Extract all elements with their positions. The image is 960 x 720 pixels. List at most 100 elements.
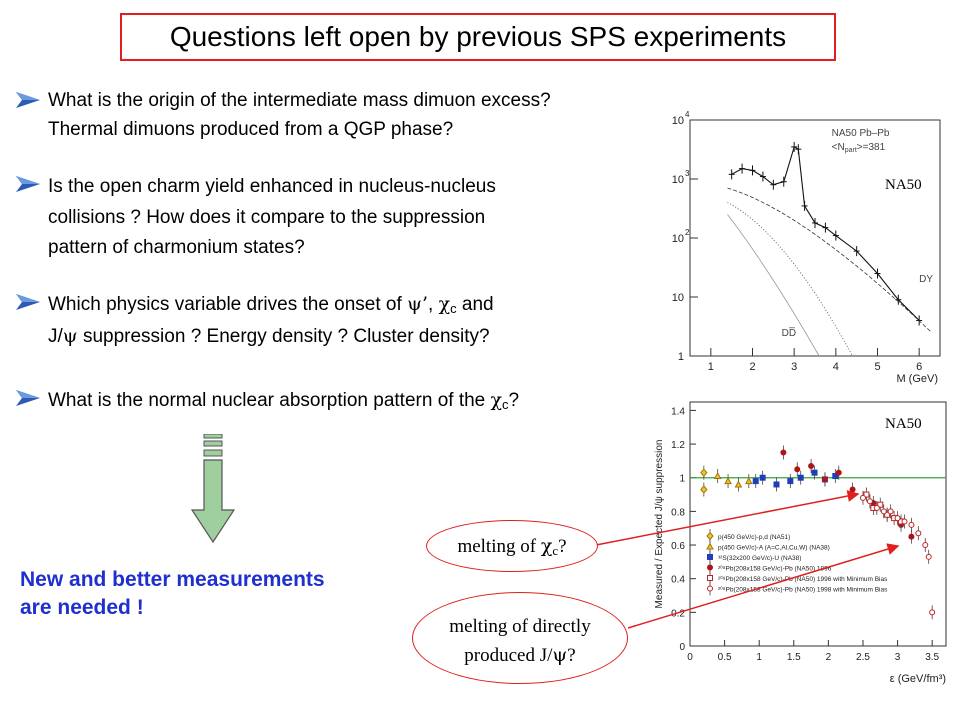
y-tick-label: 0.4 [671, 575, 685, 586]
jpsi-suppression-plot: 0 0.5 1 1.5 2 2.5 3 3.5 1.4 1.2 1 0.8 0.6 0.4 0.2 0 p(45… [648, 392, 953, 712]
y-tick-label: 10 [672, 115, 684, 127]
bullet-3-text-b: and [456, 294, 494, 315]
psi-symbol: ψ [552, 644, 568, 666]
x-tick-label: 2.5 [856, 652, 870, 663]
data-point [808, 462, 815, 469]
data-point [922, 542, 929, 549]
data-point [713, 471, 722, 480]
plot-top-tag: NA50 [885, 177, 922, 193]
data-point [707, 585, 713, 592]
legend-entry: ³²S(32x200 GeV/c)-U (NA38) [718, 555, 801, 562]
bullet-4-text-b: ? [508, 390, 520, 411]
data-point [797, 474, 804, 481]
legend-line-2: <Npart>=381 [832, 142, 886, 154]
data-point [915, 530, 922, 537]
bullet-1-line-1: What is the origin of the intermediate m… [48, 90, 551, 111]
data-point [929, 609, 936, 616]
bubble2-text: produced J/ [464, 645, 553, 666]
data-point [759, 474, 766, 481]
data-point [873, 505, 880, 512]
x-tick-label: 0 [687, 652, 693, 663]
dy-curve [727, 187, 932, 333]
y-tick-exponent: 2 [685, 228, 690, 237]
chi-symbol: χ [540, 535, 553, 557]
x-tick-label: 4 [833, 361, 839, 373]
y-tick-label: 1.4 [671, 406, 685, 417]
x-tick-label: 5 [874, 361, 880, 373]
bubble1-text: melting of [457, 536, 541, 557]
prime-symbol: ’ [421, 293, 429, 315]
data-point [832, 473, 839, 480]
data-point [887, 508, 894, 515]
legend-entry: p(450 GeV/c)-A (A=C,Al,Cu,W) (NA38) [718, 545, 830, 552]
conclusion-line-1: New and better measurements [20, 568, 325, 591]
data-point [866, 498, 873, 505]
arrow-bullet-icon [16, 92, 40, 108]
chi-subscript: c [552, 543, 559, 558]
bullet-2-line-2: collisions ? How does it compare to the … [48, 207, 486, 228]
chi-symbol: χ [490, 389, 503, 411]
x-tick-label: 2 [749, 361, 755, 373]
x-tick-label: 3.5 [925, 652, 939, 663]
bullet-3-text-a: Which physics variable drives the onset … [48, 294, 408, 315]
data-point [700, 485, 708, 494]
y-tick-exponent: 4 [685, 110, 690, 119]
bullet-4-line-1: What is the normal nuclear absorption pa… [48, 386, 519, 419]
y-tick-exponent: 3 [685, 169, 690, 178]
bubble2-qmark: ? [567, 645, 576, 666]
data-point [707, 554, 713, 560]
data-point [901, 518, 908, 525]
x-tick-label: 1 [756, 652, 762, 663]
bullet-3-line-1: Which physics variable drives the onset … [48, 293, 494, 316]
data-point [734, 480, 743, 488]
data-point [787, 478, 794, 485]
plot-bottom-tag: NA50 [885, 416, 922, 432]
x-tick-label: 1 [708, 361, 714, 373]
down-arrow-icon [190, 434, 236, 544]
dy-label: DY [919, 274, 933, 285]
y-tick-label: 0.6 [671, 541, 685, 552]
data-point [724, 477, 732, 485]
y-tick-label: 0.2 [671, 608, 685, 619]
bubble2-line-1: melting of directly [449, 616, 591, 637]
bubble2-line-2: produced J/ψ? [413, 641, 627, 670]
bullet-3-text-c: J/ [48, 326, 63, 347]
x-tick-label: 3 [791, 361, 797, 373]
y-tick-label: 1 [678, 351, 684, 363]
legend-entry: ²⁰⁸Pb(208x158 GeV/c)-Pb (NA50) 1998 with… [718, 586, 888, 594]
y-tick-label: 10 [672, 292, 684, 304]
background-curve [727, 214, 820, 357]
data-point [849, 486, 856, 493]
x-axis-label: ε (GeV/fm³) [890, 673, 946, 685]
x-tick-label: 2 [826, 652, 832, 663]
bullet-1-line-2: Thermal dimuons produced from a QGP phas… [48, 119, 454, 140]
data-point [700, 468, 708, 477]
conclusion-text: New and better measurements are needed ! [20, 566, 325, 622]
legend-entry: ²⁰⁸Pb(208x158 GeV/c)-Pb (NA50) 1996 [718, 565, 832, 573]
x-tick-label: 3 [895, 652, 901, 663]
arrow-bullet-icon [16, 294, 40, 310]
arrow-bullet-icon [16, 176, 40, 192]
data-point [908, 533, 915, 540]
data-point [859, 494, 866, 501]
bullet-4-text-a: What is the normal nuclear absorption pa… [48, 390, 491, 411]
data-point [811, 469, 818, 476]
melting-jpsi-bubble: melting of directly produced J/ψ? [412, 592, 628, 684]
psi-symbol: ψ [62, 325, 78, 347]
data-point [908, 521, 915, 528]
data-point [744, 477, 753, 485]
x-axis-label: M (GeV) [896, 373, 938, 385]
slide-title-text: Questions left open by previous SPS expe… [169, 21, 787, 52]
dd-curve [727, 202, 853, 357]
x-tick-label: 1.5 [787, 652, 801, 663]
data-point [821, 476, 828, 483]
data-point [863, 491, 870, 498]
psi-symbol: ψ [407, 293, 422, 315]
bubble1-qmark: ? [558, 536, 567, 557]
legend-entry: ²⁰⁸Pb(208x158 GeV/c)-Pb (NA50) 1996 with… [718, 575, 888, 583]
conclusion-line-2: are needed ! [20, 596, 144, 619]
data-point [752, 478, 759, 485]
bullet-3-text-d: suppression ? Energy density ? Cluster d… [77, 326, 490, 347]
data-point [894, 515, 901, 522]
